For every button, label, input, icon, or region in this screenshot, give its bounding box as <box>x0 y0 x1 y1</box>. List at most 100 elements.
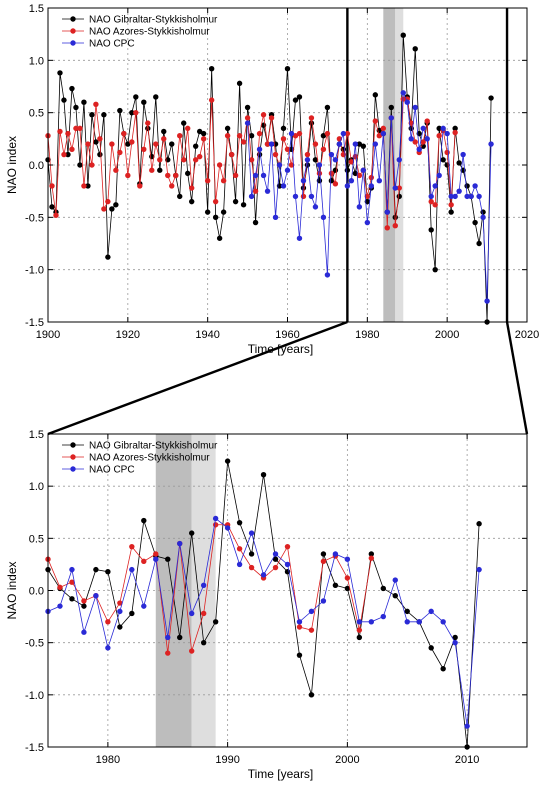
data-point-0-12 <box>93 139 99 145</box>
data-point-1-3 <box>81 598 87 604</box>
y-tick-label-0: -1.5 <box>25 317 44 329</box>
data-point-0-34 <box>181 120 187 126</box>
data-point-2-3 <box>81 629 87 635</box>
data-point-1-29 <box>161 136 167 142</box>
data-point-1-2 <box>69 579 75 585</box>
data-point-2-35 <box>384 209 390 215</box>
data-point-1-5 <box>105 619 111 625</box>
data-point-1-45 <box>224 132 231 139</box>
data-point-2-36 <box>476 566 482 573</box>
data-point-0-6 <box>117 624 123 630</box>
data-point-0-14 <box>101 112 107 118</box>
data-point-1-71 <box>328 170 335 177</box>
series-line-0 <box>47 461 480 748</box>
data-point-2-28 <box>356 204 363 210</box>
data-point-1-24 <box>141 146 147 152</box>
data-point-1-6 <box>69 146 75 152</box>
data-point-1-11 <box>89 162 95 168</box>
data-point-2-55 <box>464 193 470 200</box>
data-point-1-13 <box>200 610 207 617</box>
data-point-2-59 <box>480 214 486 221</box>
y-tick-label-6: 1.5 <box>29 429 44 441</box>
data-point-1-9 <box>153 551 159 557</box>
data-point-1-85 <box>384 225 390 231</box>
data-point-2-31 <box>416 619 422 625</box>
data-point-2-9 <box>153 556 159 562</box>
data-point-0-27 <box>368 551 375 557</box>
connector-left <box>47 320 348 436</box>
data-point-1-61 <box>288 162 295 168</box>
legend-marker-0 <box>70 442 76 448</box>
data-point-0-75 <box>344 167 351 173</box>
x-tick-label-0: 1900 <box>36 329 60 341</box>
data-point-1-96 <box>428 198 434 205</box>
data-point-0-111 <box>488 95 494 101</box>
data-point-0-40 <box>204 209 211 215</box>
data-point-1-72 <box>332 181 339 187</box>
data-point-0-39 <box>200 130 207 137</box>
data-point-2-48 <box>436 172 442 179</box>
data-point-1-14 <box>101 206 107 212</box>
data-point-1-78 <box>356 172 363 179</box>
data-point-0-45 <box>224 125 231 132</box>
data-point-0-15 <box>224 458 231 464</box>
data-point-1-76 <box>348 159 355 165</box>
data-point-1-10 <box>85 141 91 147</box>
x-tick-label-1: 1990 <box>215 754 239 766</box>
data-point-2-15 <box>304 157 311 163</box>
data-point-1-7 <box>129 543 135 550</box>
data-point-2-27 <box>368 619 375 625</box>
data-point-2-2 <box>252 172 259 179</box>
legend-marker-2 <box>70 40 76 46</box>
data-point-0-32 <box>428 645 434 651</box>
data-point-0-7 <box>129 610 135 617</box>
data-point-2-29 <box>392 577 398 583</box>
data-point-0-19 <box>272 556 279 562</box>
data-point-0-107 <box>472 219 478 226</box>
data-point-1-27 <box>368 555 375 561</box>
data-point-0-78 <box>356 141 363 147</box>
data-point-2-3 <box>256 146 263 152</box>
data-point-1-31 <box>169 183 175 189</box>
y-tick-label-0: -1.5 <box>25 742 44 754</box>
data-point-2-24 <box>332 551 339 557</box>
data-point-2-31 <box>368 183 375 189</box>
data-point-1-32 <box>173 172 179 179</box>
data-point-0-82 <box>372 92 379 98</box>
data-point-0-23 <box>320 551 327 557</box>
legend-marker-0 <box>70 16 76 22</box>
data-point-0-102 <box>452 125 458 132</box>
data-point-2-24 <box>340 130 347 137</box>
data-point-0-62 <box>292 97 299 103</box>
data-point-1-52 <box>252 188 259 194</box>
data-point-1-23 <box>137 183 143 189</box>
data-point-0-34 <box>452 634 458 641</box>
data-point-1-13 <box>97 136 103 142</box>
data-point-0-64 <box>300 185 307 191</box>
data-point-2-53 <box>456 188 462 194</box>
data-point-2-21 <box>296 619 303 625</box>
data-point-0-43 <box>216 235 223 241</box>
data-point-0-49 <box>240 202 247 208</box>
data-point-2-47 <box>432 183 438 189</box>
data-point-0-14 <box>212 619 219 625</box>
data-point-1-54 <box>260 112 267 118</box>
data-point-0-13 <box>200 639 207 646</box>
data-point-0-26 <box>356 634 363 641</box>
data-point-2-32 <box>428 608 434 615</box>
data-point-2-54 <box>460 151 466 158</box>
data-point-0-41 <box>208 66 215 72</box>
data-point-2-32 <box>372 141 379 147</box>
data-point-1-44 <box>220 178 227 184</box>
data-point-1-40 <box>204 178 211 184</box>
data-point-0-38 <box>196 128 203 135</box>
data-point-0-52 <box>252 219 259 226</box>
data-point-1-70 <box>324 130 331 137</box>
data-point-2-60 <box>484 298 490 304</box>
data-point-2-25 <box>344 556 351 562</box>
data-point-1-26 <box>356 627 363 633</box>
data-point-1-1 <box>49 183 55 189</box>
data-point-1-39 <box>200 136 207 142</box>
data-point-2-9 <box>280 183 287 189</box>
